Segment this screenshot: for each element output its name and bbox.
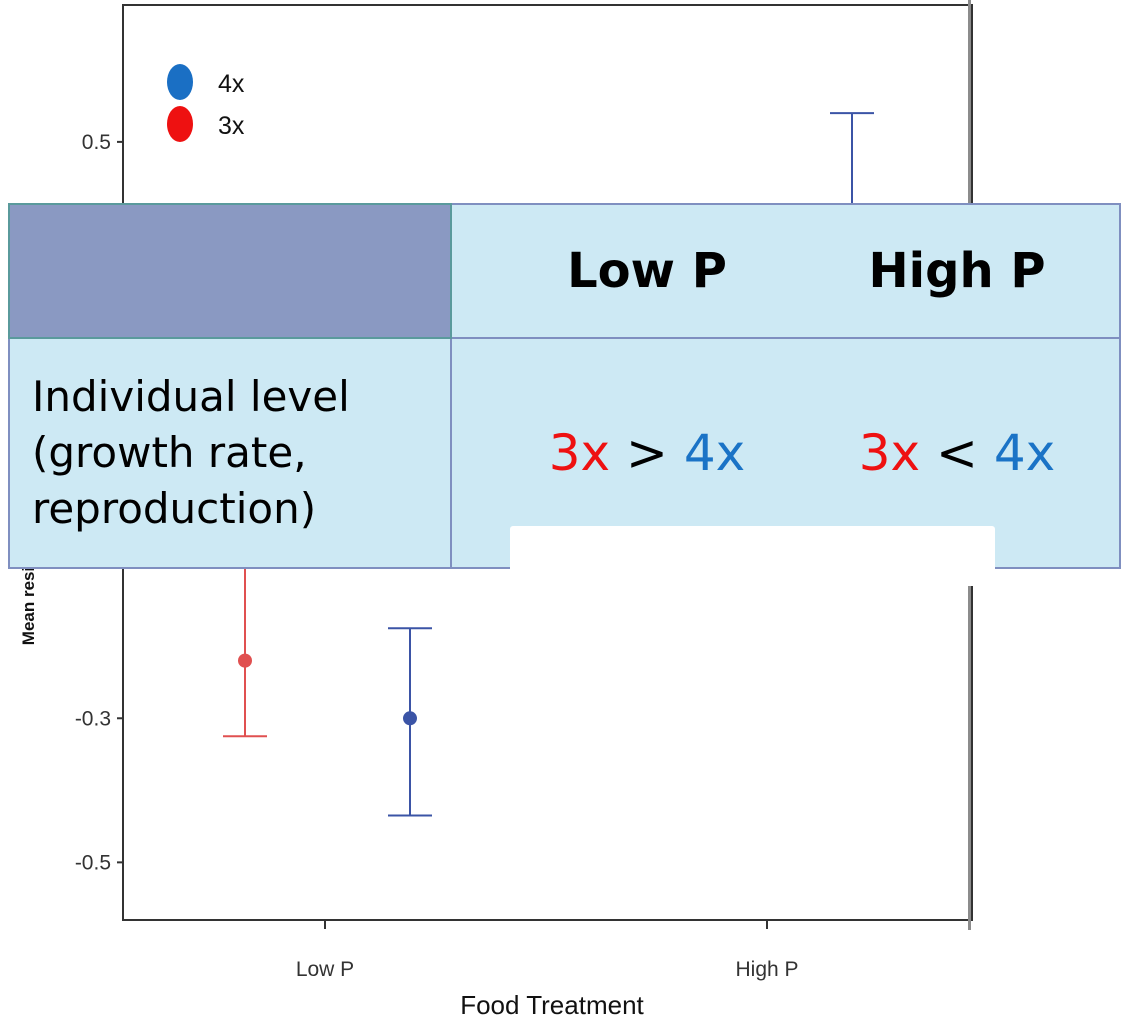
y-tick-label: 0.5	[82, 131, 111, 154]
mean-point	[238, 653, 252, 668]
error-bar-4x	[388, 627, 432, 817]
error-bar-3x	[223, 569, 267, 738]
x-axis-title: Food Treatment	[460, 990, 644, 1020]
cmp-high-left: 3x	[858, 424, 921, 482]
y-axis-ticks: 0.5 -0.3 -0.5	[75, 131, 123, 874]
y-tick-label: -0.3	[75, 707, 111, 730]
cmp-high-op: <	[936, 424, 978, 482]
error-bar-4x	[830, 112, 874, 204]
data-marks	[223, 112, 874, 817]
row-label-line: reproduction)	[32, 484, 317, 533]
x-tick-label: High P	[735, 958, 798, 981]
row-label-individual-level: Individual level (growth rate, reproduct…	[8, 337, 452, 569]
y-tick-label: -0.5	[75, 851, 111, 874]
x-axis-ticks: Low P High P	[296, 920, 799, 981]
cmp-high-right: 4x	[993, 424, 1056, 482]
legend-label: 4x	[218, 70, 245, 98]
white-cover-box	[510, 526, 995, 586]
cmp-low-left: 3x	[548, 424, 611, 482]
legend: 4x 3x	[167, 64, 245, 142]
row-label-line: (growth rate,	[32, 428, 307, 477]
summary-table: Low P High P Individual level (growth ra…	[8, 203, 1121, 569]
legend-label: 3x	[218, 112, 245, 140]
legend-marker	[167, 106, 193, 142]
col-header-low-p: Low P	[567, 243, 727, 299]
cmp-low-op: >	[626, 424, 668, 482]
comparison-low-p: 3x > 4x	[452, 424, 842, 482]
table-header-cell: Low P High P	[450, 203, 1121, 339]
legend-marker	[167, 64, 193, 100]
mean-point	[403, 711, 417, 726]
table-row: Individual level (growth rate, reproduct…	[8, 337, 1121, 569]
table-header-row: Low P High P	[8, 203, 1121, 339]
cmp-low-right: 4x	[683, 424, 746, 482]
col-header-high-p: High P	[868, 243, 1046, 299]
row-label-line: Individual level	[32, 372, 350, 421]
table-corner-cell	[8, 203, 452, 339]
comparison-high-p: 3x < 4x	[842, 424, 1072, 482]
x-tick-label: Low P	[296, 958, 354, 981]
